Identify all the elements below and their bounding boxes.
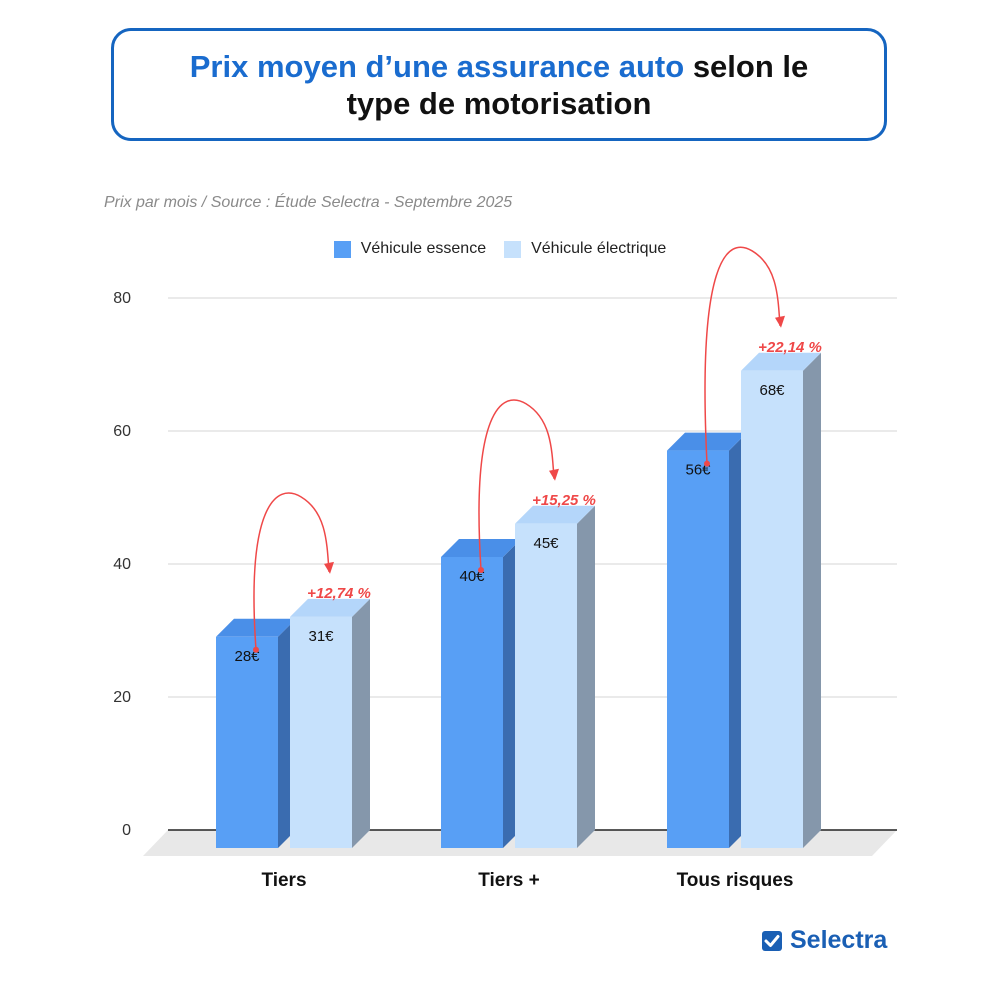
bar-side bbox=[577, 505, 595, 848]
bar-top bbox=[441, 539, 521, 557]
brand-logo: Selectra bbox=[761, 926, 887, 955]
annotation-label: +22,14 % bbox=[758, 339, 822, 356]
bar-top bbox=[515, 505, 595, 524]
brand-name: Selectra bbox=[790, 926, 888, 954]
bar bbox=[741, 370, 803, 848]
bar-value-label: 31€ bbox=[308, 628, 334, 645]
legend-label-electrique: Véhicule électrique bbox=[531, 240, 667, 257]
y-tick-label: 80 bbox=[113, 290, 131, 307]
bar-top bbox=[290, 598, 370, 617]
annotation-arrowhead bbox=[775, 315, 785, 328]
annotation-arrow-start bbox=[704, 460, 710, 467]
annotation-arrow bbox=[704, 246, 781, 464]
y-tick-label: 40 bbox=[113, 556, 131, 573]
annotation-label: +15,25 % bbox=[532, 492, 596, 509]
legend-item-essence: Véhicule essence bbox=[333, 240, 487, 258]
y-tick-label: 0 bbox=[122, 822, 131, 839]
title-rest: selon le bbox=[684, 48, 809, 84]
bar-value-label: 45€ bbox=[533, 535, 559, 552]
bar bbox=[515, 523, 577, 848]
annotation-arrow bbox=[253, 492, 330, 650]
chart-subtitle: Prix par mois / Source : Étude Selectra … bbox=[104, 194, 513, 211]
y-tick-label: 60 bbox=[113, 423, 131, 440]
chart-legend: Véhicule essence Véhicule électrique bbox=[0, 240, 1000, 258]
bar bbox=[216, 636, 278, 848]
bar-value-label: 68€ bbox=[759, 382, 785, 399]
bar-value-label: 56€ bbox=[685, 462, 711, 479]
bar bbox=[290, 616, 352, 848]
bar-top bbox=[667, 432, 747, 451]
bar bbox=[441, 557, 503, 848]
title-line-2: type de motorisation bbox=[346, 85, 652, 121]
annotation-arrowhead bbox=[549, 468, 559, 481]
annotation-label: +12,74 % bbox=[307, 585, 371, 602]
bar-top bbox=[216, 618, 296, 637]
legend-label-essence: Véhicule essence bbox=[360, 240, 487, 257]
annotation-arrow bbox=[478, 399, 555, 571]
bar bbox=[667, 450, 729, 848]
title-accent: Prix moyen d’une assurance auto bbox=[189, 48, 685, 84]
bar-value-label: 40€ bbox=[459, 568, 485, 585]
x-tick-label: Tiers bbox=[261, 870, 306, 891]
legend-item-electrique: Véhicule électrique bbox=[504, 240, 666, 258]
annotation-arrowhead bbox=[324, 561, 334, 574]
legend-swatch-essence bbox=[333, 240, 351, 258]
checkmark-icon bbox=[762, 930, 782, 951]
bar-top bbox=[741, 352, 821, 371]
y-tick-label: 20 bbox=[113, 689, 131, 706]
title-line-1: Prix moyen d’une assurance auto selon le bbox=[190, 48, 809, 85]
annotation-arrow-start bbox=[478, 567, 484, 573]
x-tick-label: Tiers + bbox=[478, 870, 539, 891]
annotation-arrow-start bbox=[253, 646, 259, 653]
x-tick-label: Tous risques bbox=[677, 870, 794, 891]
title-box: Prix moyen d’une assurance auto selon le… bbox=[111, 28, 887, 141]
bar-value-label: 28€ bbox=[234, 648, 260, 665]
bar-side bbox=[803, 352, 821, 848]
bar-side bbox=[352, 598, 370, 848]
legend-swatch-electrique bbox=[504, 240, 522, 258]
